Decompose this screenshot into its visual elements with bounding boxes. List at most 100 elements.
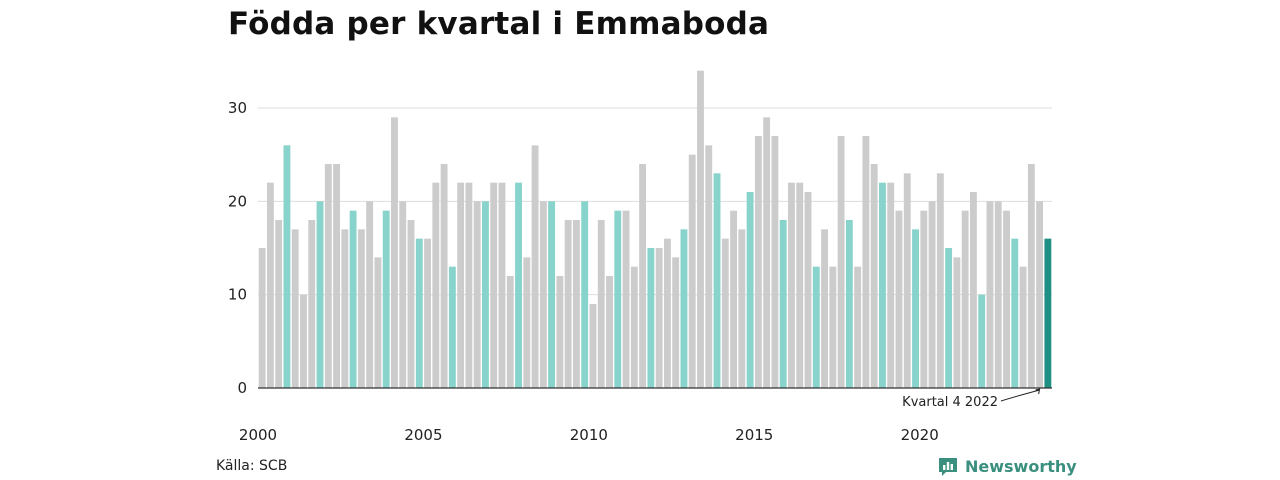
bar	[589, 304, 597, 388]
bar	[341, 229, 349, 388]
bar	[308, 220, 316, 388]
bar	[680, 229, 688, 388]
bar	[291, 229, 299, 388]
bar	[366, 201, 374, 388]
bar	[382, 210, 390, 388]
bar	[283, 145, 291, 388]
bar	[473, 201, 481, 388]
bar	[548, 201, 556, 388]
bar	[448, 266, 456, 388]
bar	[465, 182, 473, 388]
brand-name: Newsworthy	[965, 456, 1077, 476]
bar	[821, 229, 828, 388]
bar	[945, 248, 953, 388]
bar	[1019, 266, 1027, 388]
bar	[432, 182, 440, 388]
bar	[531, 145, 539, 388]
bar	[424, 238, 431, 388]
x-tick-label: 2000	[239, 426, 277, 444]
bar	[721, 238, 729, 388]
bar	[333, 164, 341, 388]
bar	[738, 229, 746, 388]
chart-title: Födda per kvartal i Emmaboda	[228, 6, 770, 42]
bar	[812, 266, 820, 388]
bar	[928, 201, 936, 388]
bar	[324, 164, 332, 388]
bar	[903, 173, 911, 388]
bar	[606, 276, 613, 388]
y-tick-label: 0	[237, 379, 247, 397]
bar	[754, 136, 762, 388]
bar	[920, 210, 928, 388]
bar	[597, 220, 605, 388]
bar	[994, 201, 1002, 388]
bar	[771, 136, 779, 388]
bar	[275, 220, 283, 388]
bar	[1044, 238, 1052, 388]
bar	[705, 145, 713, 388]
bar	[1003, 210, 1010, 388]
bar	[539, 201, 547, 388]
y-tick-label: 10	[228, 286, 247, 304]
bar	[515, 182, 522, 388]
bar	[357, 229, 365, 388]
bar	[672, 257, 680, 388]
bar	[912, 229, 919, 388]
bar	[870, 164, 878, 388]
bar	[523, 257, 531, 388]
bar	[374, 257, 382, 388]
bar	[986, 201, 994, 388]
bar	[953, 257, 961, 388]
bar	[490, 182, 498, 388]
bar	[415, 238, 423, 388]
bar	[961, 210, 969, 388]
bar	[969, 192, 977, 388]
bar	[978, 294, 986, 388]
bar	[556, 276, 564, 388]
bar	[564, 220, 572, 388]
bar	[688, 154, 696, 388]
bar	[440, 164, 448, 388]
bar	[887, 182, 895, 388]
y-tick-label: 30	[228, 99, 247, 117]
bar	[829, 266, 837, 388]
bar	[854, 266, 862, 388]
bar	[399, 201, 407, 388]
source-note: Källa: SCB	[216, 458, 288, 474]
bar	[498, 182, 506, 388]
bar	[936, 173, 944, 388]
axes: 2000 2005 2010 2015 2020	[239, 387, 1052, 444]
bar	[614, 210, 622, 388]
annotation-label: Kvartal 4 2022	[902, 395, 998, 410]
bar	[266, 182, 274, 388]
bar	[316, 201, 324, 388]
bar	[457, 182, 465, 388]
bar	[879, 182, 886, 388]
x-tick-label: 2005	[404, 426, 442, 444]
y-tick-label: 20	[228, 192, 247, 210]
bar	[837, 136, 845, 388]
bar	[763, 117, 771, 388]
bar	[258, 248, 266, 388]
brand-logo: Newsworthy	[937, 455, 1077, 477]
bar	[779, 220, 787, 388]
bar	[804, 192, 812, 388]
bar	[713, 173, 721, 388]
bar	[349, 210, 357, 388]
bar	[391, 117, 398, 388]
bar	[845, 220, 853, 388]
x-tick-label: 2020	[901, 426, 939, 444]
annotation: Kvartal 4 2022	[902, 388, 1041, 410]
x-tick-label: 2010	[570, 426, 608, 444]
bar	[730, 210, 738, 388]
bar	[1011, 238, 1019, 388]
grid-lines: 0 10 20 30	[228, 99, 1052, 397]
bar	[482, 201, 489, 388]
x-tick-label: 2015	[735, 426, 773, 444]
bar	[407, 220, 415, 388]
bar	[572, 220, 580, 388]
bar	[647, 248, 655, 388]
bar-chart-icon	[939, 458, 957, 476]
bar	[796, 182, 804, 388]
